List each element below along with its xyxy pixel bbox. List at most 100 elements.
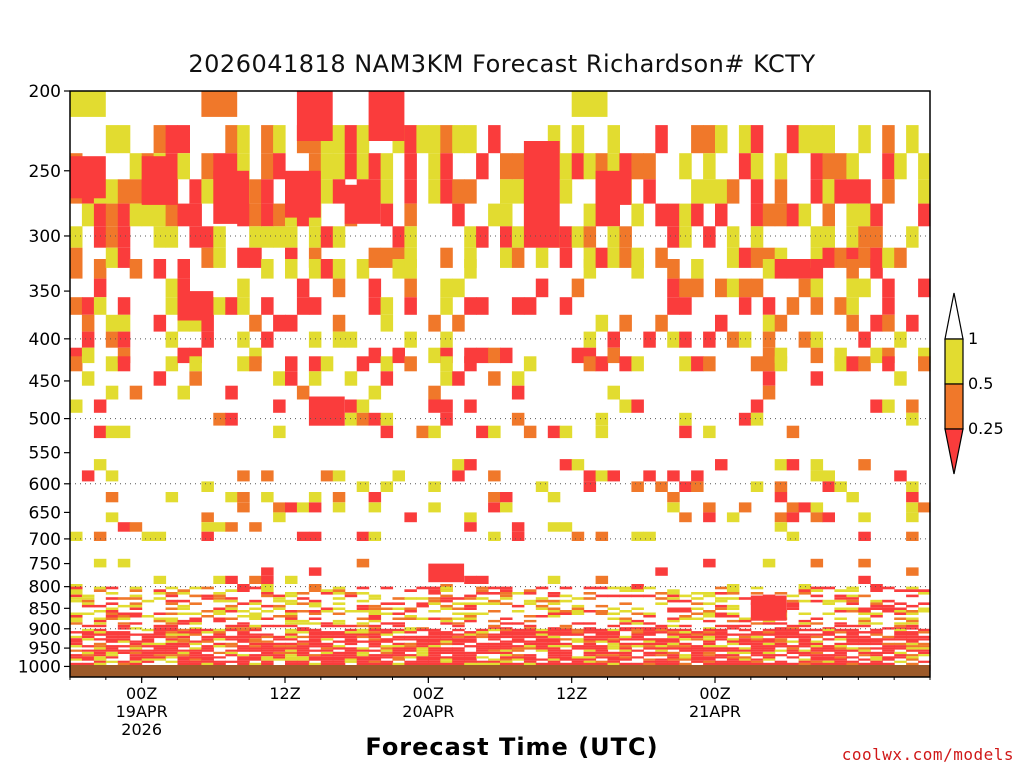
chart-title: 2026041818 NAM3KM Forecast Richardson# K…: [188, 50, 816, 78]
heatmap-cell: [452, 638, 465, 641]
heatmap-cell: [918, 631, 931, 634]
heatmap-cell: [344, 651, 358, 654]
heatmap-cell: [356, 259, 370, 279]
heatmap-cell: [153, 259, 167, 279]
heatmap-cell: [607, 470, 620, 482]
heatmap-cell: [249, 658, 262, 661]
heatmap-cell: [810, 599, 824, 603]
heatmap-cell: [822, 226, 835, 248]
heatmap-cell: [237, 615, 250, 618]
heatmap-cell: [750, 662, 764, 665]
heatmap-cell: [93, 649, 107, 652]
heatmap-cell: [762, 656, 776, 659]
heatmap-cell: [882, 599, 895, 603]
heatmap-cell: [738, 278, 752, 298]
heatmap-cell: [488, 660, 501, 663]
heatmap-cell: [129, 642, 143, 646]
heatmap-cell: [368, 247, 382, 268]
heatmap-cell: [631, 627, 644, 630]
heatmap-cell: [428, 592, 441, 595]
heatmap-cell: [500, 592, 513, 595]
credit-link[interactable]: coolwx.com/models: [841, 745, 1014, 764]
heatmap-cell: [535, 658, 549, 661]
heatmap-cell: [249, 638, 262, 641]
heatmap-cell: [810, 617, 824, 620]
heatmap-cell: [738, 247, 752, 268]
heatmap-cell: [631, 656, 644, 659]
heatmap-cell: [117, 615, 131, 618]
heatmap-cell: [798, 645, 812, 648]
heatmap-cell: [332, 278, 346, 298]
heatmap-cell: [786, 647, 800, 650]
heatmap-cell: [798, 278, 812, 298]
heatmap-cell: [679, 412, 692, 426]
heatmap-cell: [488, 645, 501, 648]
heatmap-cell: [93, 642, 107, 646]
heatmap-cell: [798, 259, 812, 279]
heatmap-cell: [619, 247, 632, 268]
heatmap-cell: [619, 658, 632, 661]
heatmap-cell: [535, 604, 549, 608]
heatmap-cell: [344, 658, 358, 661]
heatmap-cell: [643, 615, 656, 618]
heatmap-cell: [786, 604, 800, 608]
heatmap-cell: [201, 658, 214, 661]
heatmap-cell: [213, 645, 226, 648]
heatmap-cell: [117, 226, 131, 248]
heatmap-cell: [918, 660, 931, 663]
heatmap-cell: [225, 492, 238, 503]
heatmap-cell: [249, 586, 262, 590]
heatmap-cell: [667, 278, 680, 298]
heatmap-cell: [249, 654, 262, 657]
heatmap-cell: [464, 179, 477, 204]
heatmap-cell: [428, 597, 441, 600]
heatmap-cell: [547, 633, 561, 636]
heatmap-cell: [93, 589, 107, 592]
heatmap-cell: [846, 597, 859, 600]
heatmap-cell: [607, 631, 620, 634]
heatmap-cell: [117, 522, 131, 532]
heatmap-cell: [906, 624, 919, 628]
heatmap-cell: [607, 640, 620, 643]
heatmap-cell: [679, 662, 692, 665]
heatmap-cell: [201, 512, 214, 523]
heatmap-cell: [404, 589, 417, 592]
heatmap-cell: [846, 356, 859, 372]
heatmap-cell: [894, 647, 907, 650]
heatmap-cell: [547, 492, 561, 503]
heatmap-cell: [715, 662, 728, 665]
heatmap-cell: [464, 602, 477, 605]
heatmap-cell: [667, 656, 680, 659]
heatmap-cell: [153, 647, 167, 650]
heatmap-cell: [308, 622, 322, 625]
heatmap-cell: [511, 649, 525, 652]
heatmap-cell: [798, 599, 812, 603]
heatmap-cell: [320, 259, 334, 279]
heatmap-cell: [535, 597, 549, 600]
heatmap-cell: [488, 642, 501, 646]
heatmap-cell: [105, 633, 119, 636]
heatmap-cell: [70, 615, 83, 618]
heatmap-cell: [201, 662, 214, 665]
heatmap-cell: [786, 502, 800, 513]
heatmap-cell: [237, 647, 250, 650]
heatmap-cell: [81, 662, 95, 665]
heatmap-cell: [786, 656, 800, 659]
heatmap-cell: [500, 662, 513, 665]
heatmap-cell: [213, 642, 226, 646]
heatmap-cell: [655, 602, 668, 605]
heatmap-cell: [392, 628, 405, 632]
heatmap-cell: [296, 645, 310, 648]
heatmap-cell: [237, 297, 250, 315]
heatmap-cell: [882, 179, 895, 204]
heatmap-cell: [667, 635, 680, 639]
heatmap-cell: [535, 615, 549, 618]
heatmap-cell: [344, 654, 358, 657]
heatmap-cell: [380, 649, 394, 652]
heatmap-cell: [583, 647, 597, 650]
heatmap-cell: [762, 371, 776, 386]
heatmap-cell: [356, 481, 370, 492]
heatmap-cell: [488, 371, 501, 386]
heatmap-cell: [440, 619, 453, 623]
heatmap-cell: [703, 635, 716, 639]
